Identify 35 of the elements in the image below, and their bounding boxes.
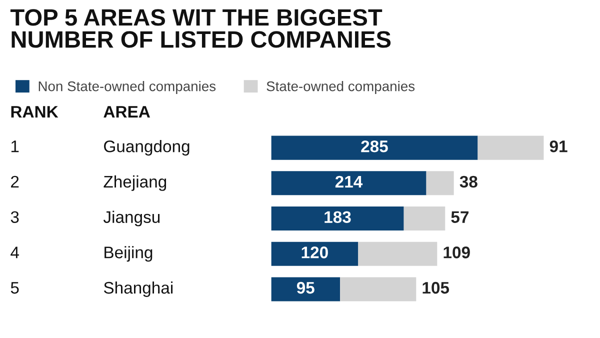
text: 2 — [11, 176, 19, 188]
text: 3 — [10, 211, 19, 223]
chart-title: TOP 5 AREAS WIT THE BIGGEST NUMBER OF LISTED COMPANIES — [10, 9, 391, 48]
y-tick-label: Guangdong — [104, 140, 190, 156]
text: AREA — [104, 106, 150, 118]
legend-label: State-owned companies — [266, 81, 415, 94]
data-label: 105 — [422, 282, 450, 294]
data-label: 285 — [361, 140, 388, 152]
data-label: 183 — [324, 211, 351, 224]
y-tick-label: Zhejiang — [104, 175, 166, 191]
data-label: 95 — [296, 282, 314, 294]
y-tick-label: Beijing — [104, 246, 152, 262]
text: 5 — [10, 282, 19, 294]
bar — [340, 277, 416, 302]
bar — [478, 136, 544, 160]
bar — [404, 206, 446, 231]
bar — [358, 242, 438, 266]
legend-label: Non State-owned companies — [38, 81, 216, 94]
text: RANK — [11, 106, 58, 118]
data-label: 120 — [302, 246, 328, 258]
bar — [271, 171, 426, 196]
data-label: 109 — [444, 246, 470, 258]
y-tick-label: Shanghai — [104, 281, 173, 297]
bar — [426, 171, 454, 196]
bar — [271, 242, 358, 266]
bar — [271, 277, 340, 302]
y-tick-label: Jiangsu — [103, 210, 160, 226]
data-label: 214 — [335, 176, 363, 188]
text: 4 — [10, 246, 19, 258]
bar — [271, 206, 404, 231]
data-label: 91 — [550, 140, 568, 152]
bar — [271, 136, 478, 160]
data-label: 57 — [451, 211, 468, 223]
text: 1 — [11, 140, 19, 152]
data-label: 38 — [460, 176, 478, 188]
